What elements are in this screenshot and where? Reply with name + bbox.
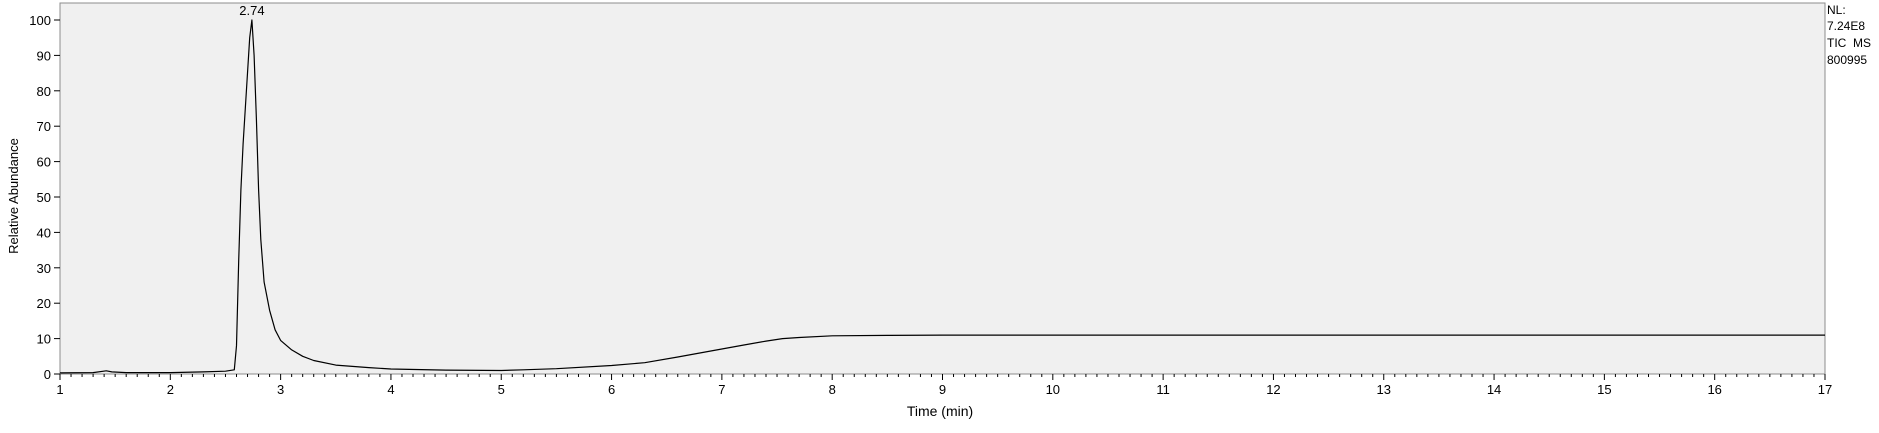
x-tick-label: 4 xyxy=(387,382,394,397)
y-tick-label: 40 xyxy=(37,225,51,240)
x-tick-label: 7 xyxy=(718,382,725,397)
x-tick-label: 8 xyxy=(829,382,836,397)
info-line-2: 7.24E8 xyxy=(1827,19,1865,33)
series-group xyxy=(59,19,1825,374)
y-tick-label: 90 xyxy=(37,48,51,63)
x-tick-label: 2 xyxy=(167,382,174,397)
peak-label: 2.74 xyxy=(239,3,264,18)
x-tick-label: 16 xyxy=(1707,382,1721,397)
info-line-3: TIC MS xyxy=(1827,36,1871,50)
x-tick-label: 15 xyxy=(1597,382,1611,397)
x-tick-label: 1 xyxy=(56,382,63,397)
info-line-4: 800995 xyxy=(1827,53,1867,67)
x-tick-label: 12 xyxy=(1266,382,1280,397)
x-tick-label: 9 xyxy=(939,382,946,397)
x-tick-label: 5 xyxy=(498,382,505,397)
x-tick-label: 6 xyxy=(608,382,615,397)
x-tick-label: 14 xyxy=(1487,382,1501,397)
y-tick-label: 0 xyxy=(44,367,51,382)
y-tick-label: 10 xyxy=(37,332,51,347)
y-axis-label: Relative Abundance xyxy=(6,138,21,254)
y-tick-label: 50 xyxy=(37,190,51,205)
y-tick-label: 80 xyxy=(37,84,51,99)
x-tick-label: 17 xyxy=(1818,382,1832,397)
info-line-1: NL: xyxy=(1827,3,1846,17)
annotation-group: 2.74 xyxy=(239,3,264,18)
plot-area xyxy=(59,2,1826,375)
series-line-0 xyxy=(59,19,1825,374)
y-axis: 0 10 20 30 40 50 60 70 80 90 100 xyxy=(29,13,60,382)
x-tick-label: 3 xyxy=(277,382,284,397)
y-tick-label: 70 xyxy=(37,119,51,134)
x-tick-label: 13 xyxy=(1377,382,1391,397)
x-axis-label: Time (min) xyxy=(907,403,973,419)
info-box: NL: 7.24E8 TIC MS 800995 xyxy=(1827,3,1871,67)
y-tick-label: 60 xyxy=(37,155,51,170)
y-tick-label: 30 xyxy=(37,261,51,276)
x-axis: 1 2 3 4 5 6 7 8 9 10 11 12 13 14 15 16 17 xyxy=(56,374,1832,397)
x-tick-label: 11 xyxy=(1156,382,1170,397)
x-tick-label: 10 xyxy=(1046,382,1060,397)
y-tick-label: 100 xyxy=(29,13,51,28)
y-tick-label: 20 xyxy=(37,296,51,311)
